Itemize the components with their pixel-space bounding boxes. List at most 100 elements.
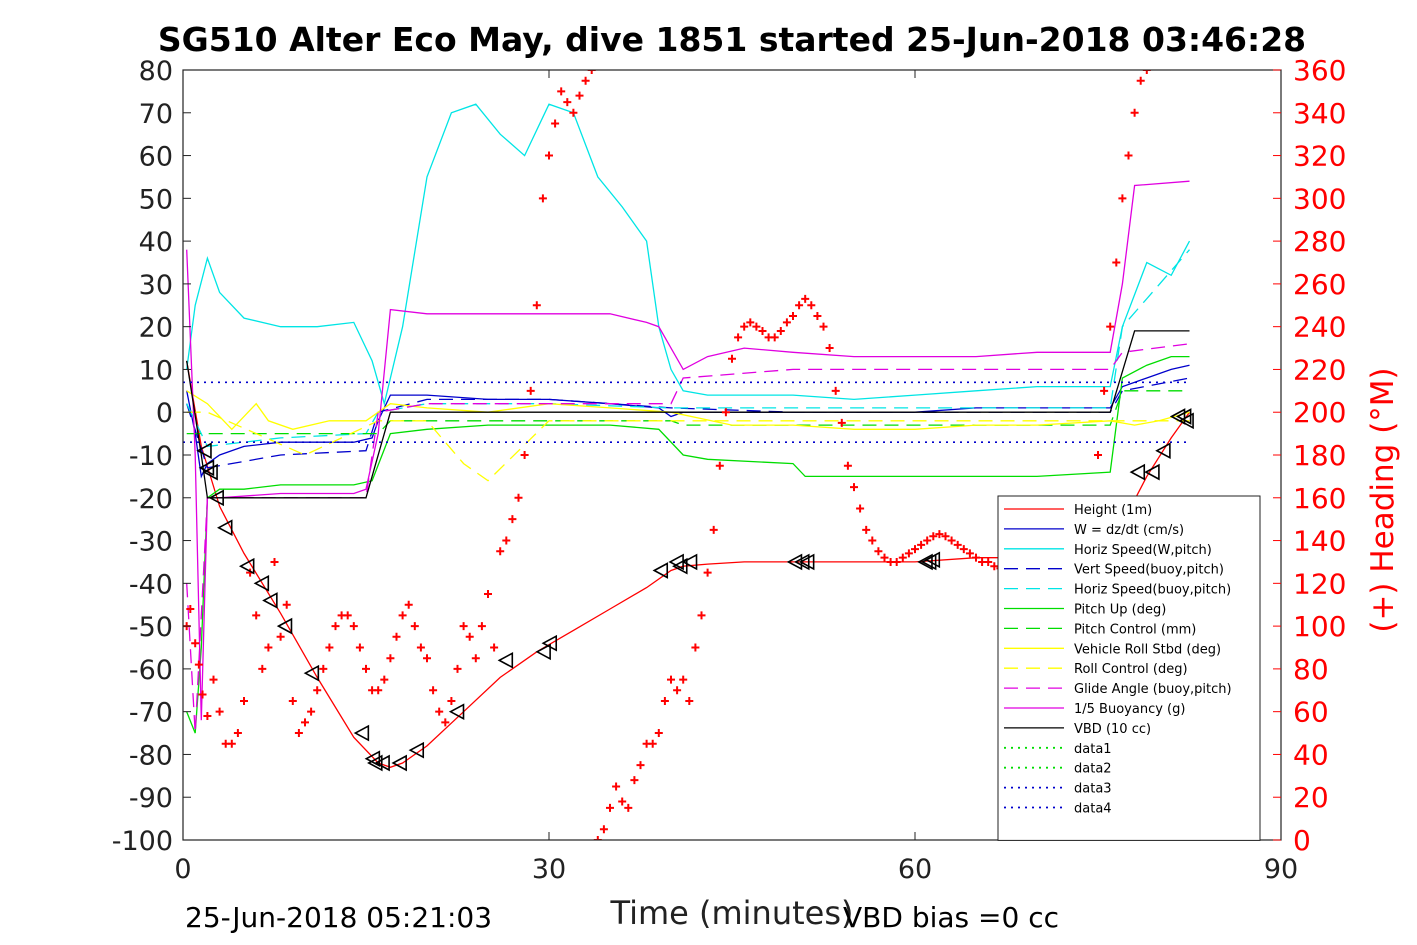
heading-point: [343, 611, 352, 620]
heading-point: [1112, 258, 1121, 267]
heading-point: [209, 675, 218, 684]
heading-point: [294, 729, 303, 738]
chart-title: SG510 Alter Eco May, dive 1851 started 2…: [158, 20, 1306, 59]
depth-triangle: [794, 553, 810, 571]
depth-triangle: [652, 562, 669, 579]
heading-point: [630, 776, 639, 785]
heading-point: [386, 654, 395, 663]
heading-point: [868, 536, 877, 545]
heading-point: [648, 739, 657, 748]
heading-point: [917, 540, 926, 549]
legend-entry: Roll Control (deg): [1074, 662, 1188, 677]
right-tick-label: 240: [1293, 311, 1346, 344]
heading-point: [252, 611, 261, 620]
heading-point: [1094, 451, 1102, 459]
heading-point: [972, 553, 980, 562]
left-tick-label: -20: [129, 484, 173, 515]
heading-point: [1136, 76, 1145, 85]
heading-point: [362, 664, 370, 673]
heading-point: [654, 729, 663, 738]
depth-triangle: [1169, 408, 1186, 425]
heading-point: [874, 547, 883, 556]
left-tick-label: -100: [112, 826, 173, 857]
heading-point: [953, 540, 962, 549]
heading-point: [349, 622, 358, 631]
heading-point: [545, 151, 553, 160]
heading-point: [904, 549, 913, 558]
heading-point: [776, 326, 785, 335]
heading-point: [563, 98, 572, 107]
heading-point: [198, 690, 207, 699]
left-tick-label: 30: [139, 270, 173, 301]
depth-triangle: [497, 651, 514, 669]
heading-point: [789, 311, 797, 320]
depth-triangle: [202, 463, 218, 481]
right-tick-label: 340: [1293, 97, 1346, 130]
legend-box: [997, 495, 1261, 841]
right-tick-label: 220: [1293, 353, 1346, 386]
heading-point: [837, 418, 846, 427]
heading-point: [186, 605, 195, 613]
heading-point: [319, 664, 328, 673]
right-tick-label: 20: [1293, 781, 1329, 814]
left-tick-label: -90: [129, 783, 173, 814]
heading-point: [288, 696, 297, 705]
heading-point: [325, 643, 334, 652]
depth-triangle: [391, 754, 407, 772]
depth-triangle: [196, 442, 212, 460]
left-tick-label: -80: [129, 740, 173, 771]
left-tick-label: -10: [129, 441, 173, 472]
heading-point: [240, 696, 248, 705]
right-tick-label: 140: [1293, 525, 1346, 558]
heading-point: [965, 549, 974, 558]
heading-point: [459, 622, 468, 631]
heading-point: [599, 825, 608, 834]
right-tick-label: 360: [1293, 54, 1346, 87]
legend-entry: Vehicle Roll Stbd (deg): [1074, 642, 1221, 657]
right-tick-label: 40: [1293, 738, 1329, 771]
heading-point: [441, 718, 450, 727]
heading-point: [624, 803, 633, 812]
heading-point: [984, 557, 993, 566]
legend-entry: Glide Angle (buoy,pitch): [1074, 682, 1232, 697]
heading-point: [233, 729, 242, 738]
heading-point: [227, 739, 236, 748]
right-tick-label: 280: [1293, 225, 1346, 258]
heading-point: [502, 536, 511, 545]
heading-point: [673, 686, 682, 695]
heading-point: [484, 590, 492, 599]
right-axis-ticks: 3603403203002802602402202001801601401201…: [1273, 54, 1346, 857]
heading-point: [1118, 194, 1127, 203]
heading-point: [307, 707, 316, 716]
heading-point: [215, 707, 224, 716]
left-tick-label: -30: [129, 527, 173, 558]
heading-point: [715, 461, 724, 470]
heading-point: [1100, 386, 1109, 395]
right-tick-label: 120: [1293, 567, 1346, 600]
heading-point: [947, 536, 956, 545]
left-tick-label: -60: [129, 655, 173, 686]
legend-entry: Pitch Up (deg): [1074, 603, 1166, 618]
legend: Height (1m) W = dz/dt (cm/s) Horiz Speed(W…: [997, 495, 1261, 841]
series-layer: [183, 103, 1191, 768]
footer-timestamp: 25-Jun-2018 05:21:03: [185, 901, 492, 934]
depth-triangle: [535, 643, 551, 661]
right-tick-label: 300: [1293, 182, 1346, 215]
heading-point: [526, 386, 535, 395]
heading-point: [825, 344, 834, 353]
x-axis-ticks: 0 30 60 90: [174, 70, 1298, 885]
series-line-3: [186, 377, 1190, 469]
heading-point: [728, 354, 736, 363]
right-tick-label: 320: [1293, 140, 1346, 173]
depth-triangle: [367, 754, 383, 772]
heading-point: [691, 643, 700, 652]
heading-point: [429, 686, 438, 695]
heading-point: [191, 639, 200, 648]
x-tick-label: 30: [532, 854, 566, 885]
depth-triangle: [917, 553, 933, 571]
left-tick-label: 70: [139, 99, 173, 130]
heading-point: [380, 675, 389, 684]
heading-point: [612, 782, 621, 791]
heading-point: [801, 294, 810, 303]
right-tick-label: 160: [1293, 482, 1346, 515]
